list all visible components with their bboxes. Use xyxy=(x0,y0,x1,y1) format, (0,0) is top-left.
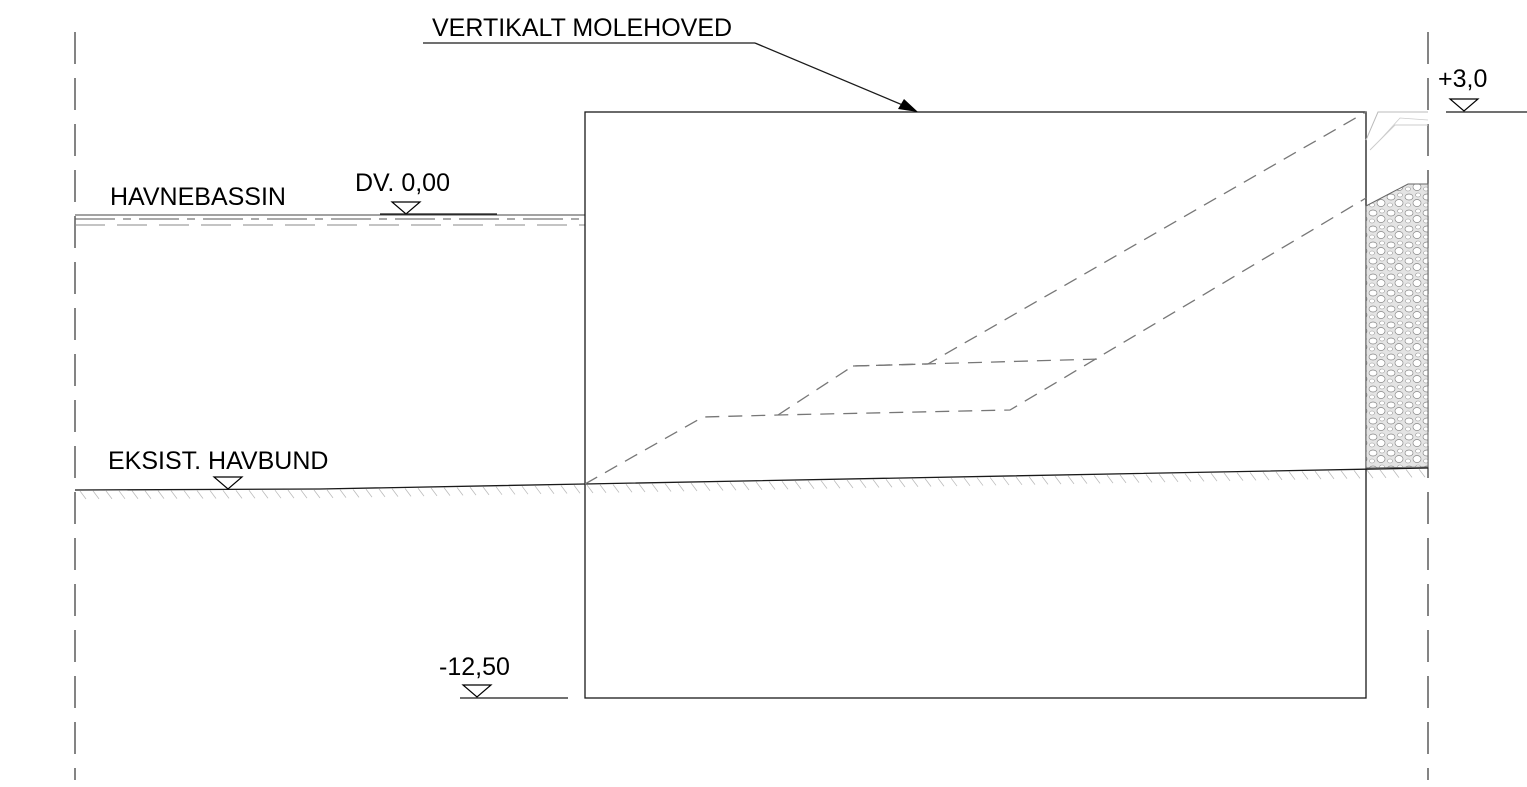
top-level-label: +3,0 xyxy=(1438,65,1487,93)
molehead-block xyxy=(584,111,1367,699)
water-surface xyxy=(75,214,585,226)
datum-level-marker xyxy=(380,201,497,215)
seabed-line xyxy=(74,467,1429,500)
harbour-basin-label: HAVNEBASSIN xyxy=(110,183,286,211)
title-leader xyxy=(423,42,918,112)
interior-dashed-lines xyxy=(584,111,1367,485)
datum-label: DV. 0,00 xyxy=(355,169,450,197)
seabed-label: EKSIST. HAVBUND xyxy=(108,447,328,475)
top-level-marker xyxy=(1446,98,1527,113)
rock-fill xyxy=(1365,183,1429,469)
seabed-hatching xyxy=(79,468,1426,500)
quay-edge-detail xyxy=(1365,111,1429,151)
bottom-level-marker xyxy=(460,684,568,699)
seabed-level-marker xyxy=(212,476,244,490)
title-label: VERTIKALT MOLEHOVED xyxy=(432,14,732,42)
bottom-level-label: -12,50 xyxy=(439,653,510,681)
